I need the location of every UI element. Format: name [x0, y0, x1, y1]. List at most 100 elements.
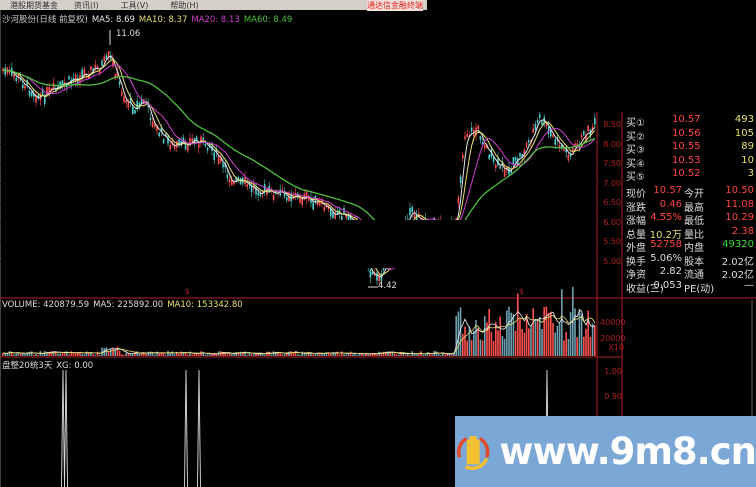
volume-bar	[46, 351, 48, 356]
candle-body	[226, 174, 229, 179]
quote-value: 2.02亿	[721, 256, 754, 268]
volume-bar	[330, 353, 332, 356]
candle-body	[512, 157, 515, 165]
bid-row: 买① 10.57 493	[624, 114, 754, 129]
volume-bar	[275, 352, 277, 356]
volume-bar	[125, 352, 127, 356]
volume-bar	[305, 354, 308, 356]
quote-value: 52758	[650, 239, 682, 250]
volume-bar	[312, 354, 314, 356]
watermark-logo: www.9m8.cn	[455, 416, 756, 487]
candle-body	[541, 121, 543, 125]
volume-bar	[545, 306, 548, 356]
candle-body	[246, 184, 248, 188]
candle-body	[257, 192, 259, 196]
candle-body	[336, 211, 339, 214]
quote-label: 内盘	[684, 243, 704, 254]
candle-body	[184, 143, 187, 150]
volume-bar	[466, 340, 468, 356]
volume-bar	[26, 352, 28, 356]
candle-body	[105, 55, 108, 59]
volume-bar	[88, 352, 90, 356]
volume-bar	[68, 354, 70, 356]
volume-bar	[96, 351, 99, 356]
volume-bar	[490, 331, 493, 356]
volume-bar	[565, 331, 567, 356]
candle-body	[503, 169, 506, 177]
volume-bar	[255, 354, 257, 356]
volume-bar	[547, 312, 550, 356]
volume-bar	[587, 310, 589, 356]
volume-bar	[220, 351, 222, 356]
candle-body	[125, 100, 127, 103]
candle-body	[30, 91, 33, 97]
volume-bar	[173, 353, 176, 356]
volume-bar	[367, 354, 369, 356]
volume-bar	[261, 353, 264, 356]
volume-bar	[517, 293, 519, 356]
volume-bar	[391, 351, 394, 356]
main-title: 沙河股份(日线 前复权) MA5: 8.69 MA10: 8.37 MA20: 8.1…	[2, 13, 296, 25]
candle-body	[11, 68, 13, 76]
volume-bar	[530, 326, 532, 356]
quote-label: 净资	[626, 270, 646, 281]
volume-bar	[129, 353, 132, 356]
quote-label: 流通	[684, 270, 704, 281]
candle-body	[310, 197, 312, 203]
volume-bar	[385, 351, 387, 356]
volume-bar	[510, 312, 512, 356]
volume-bar	[356, 354, 358, 356]
volume-bar	[191, 354, 193, 356]
indicator-name: 盘整20统3天	[2, 361, 53, 371]
candle-body	[103, 56, 105, 62]
volume-bar	[112, 347, 114, 356]
volume-bar	[437, 353, 440, 356]
volume-bar	[77, 352, 79, 356]
volume-bar	[134, 351, 136, 356]
volume-bar	[585, 328, 587, 356]
candle-body	[457, 197, 460, 204]
candle-body	[347, 214, 350, 220]
volume-bar	[499, 316, 501, 356]
bid-volume: 10	[741, 154, 754, 166]
menu-item-news[interactable]: 资讯(I)	[74, 0, 99, 10]
volume-bar	[550, 311, 552, 356]
watermark-text: www.9m8.cn	[499, 430, 756, 473]
volume-bar	[52, 351, 55, 356]
menu-item-tools[interactable]: 工具(V)	[120, 0, 149, 10]
volume-bar	[66, 351, 68, 356]
candle-body	[123, 96, 125, 103]
candle-body	[92, 68, 94, 73]
volume-bar	[233, 353, 235, 356]
quote-value: 2.38	[731, 225, 754, 237]
menu-item-help[interactable]: 帮助(H)	[170, 0, 199, 10]
candle-body	[587, 125, 589, 132]
candle-body	[94, 65, 97, 69]
candle-body	[17, 74, 20, 79]
volume-bar	[380, 352, 383, 356]
candle-body	[554, 139, 556, 145]
menu-item-hk[interactable]: 港股期货基金	[10, 0, 58, 10]
quote-value: 10.57	[653, 185, 682, 196]
bid-price: 10.52	[672, 168, 701, 179]
volume-bar	[497, 330, 499, 356]
vol-ma10-line	[2, 315, 596, 355]
volume-bar	[486, 322, 488, 356]
bid-price: 10.57	[672, 114, 701, 125]
volume-bar	[314, 354, 317, 356]
price-tick: 6.50	[603, 198, 621, 207]
candle-body	[4, 67, 6, 75]
volume-bar	[435, 351, 438, 356]
candle-body	[464, 136, 466, 140]
candle-body	[283, 190, 286, 197]
volume-bar	[169, 353, 171, 356]
volume-bar	[495, 322, 497, 356]
volume-bar	[481, 340, 484, 356]
volume-bar	[143, 353, 145, 356]
quote-row: 外盘 52758 内盘 49320	[624, 239, 754, 254]
quote-label: 最低	[684, 216, 704, 227]
volume-bar	[231, 353, 233, 356]
candle-body	[222, 163, 224, 168]
ad-link[interactable]: 通达信金融终端	[367, 0, 423, 11]
candle-body	[338, 209, 341, 214]
